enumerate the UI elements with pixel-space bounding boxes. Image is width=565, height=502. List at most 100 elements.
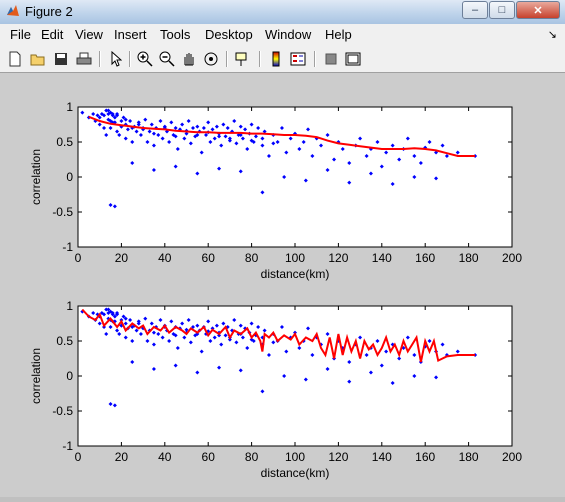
data-point (184, 327, 189, 332)
data-point (455, 349, 460, 354)
data-point (440, 342, 445, 347)
zoom-out-icon[interactable] (158, 50, 176, 68)
x-tick-label: 160 (415, 450, 435, 464)
new-file-icon[interactable] (6, 50, 24, 68)
x-tick-label: 0 (75, 251, 82, 265)
maximize-button[interactable]: □ (489, 1, 515, 19)
data-point (364, 154, 369, 158)
menu-desktop[interactable]: Desktop (205, 27, 253, 42)
legend-icon[interactable] (289, 50, 307, 68)
menu-window[interactable]: Window (265, 27, 312, 42)
window-title: Figure 2 (25, 4, 73, 19)
data-point (108, 325, 113, 329)
data-point (375, 140, 380, 144)
data-point (206, 319, 211, 324)
data-point (245, 346, 250, 350)
hide-plot-tools-icon[interactable] (322, 50, 340, 68)
data-point (262, 129, 267, 134)
data-point (104, 108, 109, 113)
menu-tools[interactable]: Tools (160, 27, 191, 42)
minimize-icon: – (471, 4, 479, 16)
data-point (143, 117, 148, 122)
print-icon[interactable] (75, 50, 93, 68)
data-point (412, 175, 417, 179)
x-tick-label: 60 (202, 450, 216, 464)
data-point (195, 124, 200, 129)
minimize-button[interactable]: – (462, 1, 488, 19)
data-point (112, 314, 117, 319)
dock-arrow-icon[interactable]: ↘ (547, 29, 557, 41)
y-tick-label: 1 (66, 100, 73, 114)
menu-help[interactable]: Help (325, 27, 352, 42)
data-point (112, 403, 117, 408)
data-point (427, 140, 432, 144)
data-point (173, 333, 178, 338)
data-point (390, 143, 395, 148)
show-plot-tools-icon[interactable] (344, 50, 362, 68)
data-cursor-icon[interactable] (234, 50, 252, 68)
zoom-in-icon[interactable] (136, 50, 154, 68)
toolbar (0, 46, 565, 73)
plots-svg: 0 20 40 60 80 100 120 140 160 180 20010.50-0.5-1di… (29, 100, 522, 480)
data-point (158, 119, 163, 123)
data-point (80, 110, 85, 115)
data-point (303, 178, 308, 183)
y-tick-label: -0.5 (52, 205, 73, 219)
data-point (219, 342, 224, 347)
data-point (173, 134, 178, 139)
smooth-trend-line (88, 115, 476, 157)
x-tick-label: 80 (245, 251, 259, 265)
menu-insert[interactable]: Insert (114, 27, 147, 42)
data-point (138, 133, 143, 137)
x-tick-label: 60 (202, 251, 216, 265)
data-point (128, 119, 133, 123)
data-point (136, 319, 141, 324)
toolbar-separator (99, 51, 101, 67)
data-point (256, 126, 261, 130)
raw-trend-line (81, 308, 476, 363)
data-point (212, 335, 217, 340)
data-point (151, 131, 156, 136)
data-point (128, 318, 133, 322)
data-point (186, 119, 191, 123)
x-tick-label: 20 (115, 450, 129, 464)
colorbar-icon[interactable] (267, 50, 285, 68)
menu-view[interactable]: View (75, 27, 103, 42)
data-point (95, 113, 100, 118)
data-point (234, 141, 239, 146)
data-point (145, 339, 150, 343)
data-point (173, 126, 178, 130)
data-point (91, 311, 96, 315)
pan-hand-icon[interactable] (180, 50, 198, 68)
data-point (206, 120, 211, 125)
save-icon[interactable] (52, 50, 70, 68)
data-point (236, 133, 241, 137)
data-point (347, 379, 352, 384)
data-point (282, 175, 287, 179)
data-point (375, 339, 380, 343)
data-point (149, 321, 154, 326)
menu-edit[interactable]: Edit (41, 27, 64, 42)
open-folder-icon[interactable] (29, 50, 47, 68)
data-point (212, 136, 217, 141)
data-point (115, 129, 120, 134)
data-point (444, 154, 449, 158)
title-bar[interactable]: Figure 2 – □ ✕ (0, 0, 565, 25)
data-point (160, 136, 165, 141)
data-point (110, 311, 115, 315)
close-button[interactable]: ✕ (516, 1, 560, 19)
data-point (293, 131, 297, 136)
x-tick-label: 180 (459, 450, 479, 464)
data-point (112, 115, 117, 120)
rotate-3d-icon[interactable] (202, 50, 220, 68)
data-point (180, 122, 185, 127)
data-point (347, 180, 352, 185)
menu-file[interactable]: File (10, 27, 31, 42)
pointer-icon[interactable] (107, 50, 125, 68)
data-point (249, 337, 254, 342)
data-point (104, 332, 109, 336)
data-point (245, 147, 250, 151)
x-tick-label: 100 (285, 450, 305, 464)
data-point (167, 140, 172, 144)
data-point (123, 117, 128, 122)
